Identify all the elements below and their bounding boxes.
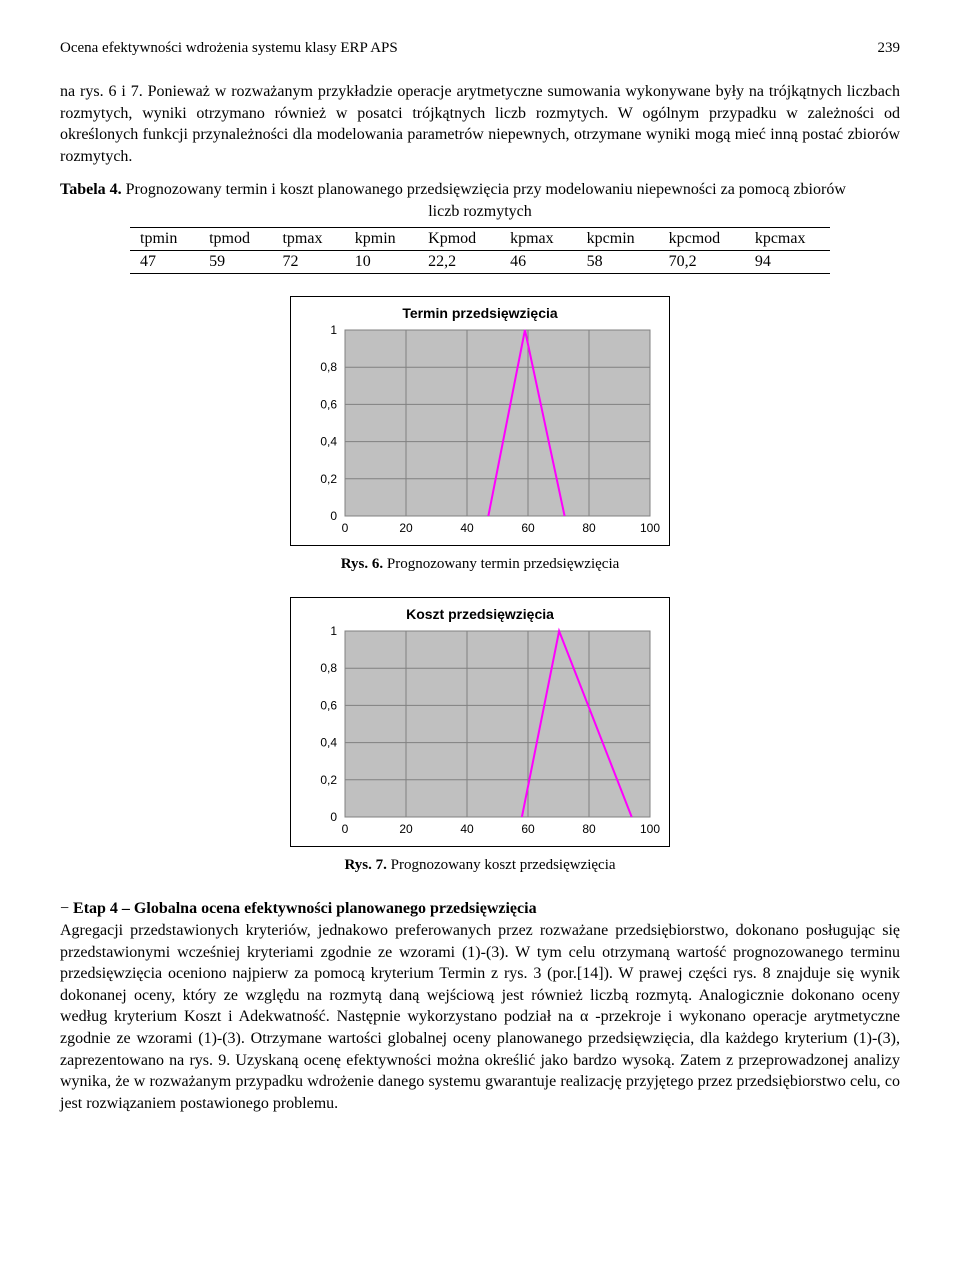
svg-text:1: 1: [330, 323, 337, 337]
figure7-caption-text: Prognozowany koszt przedsięwzięcia: [387, 857, 616, 873]
table4-caption-line2: liczb rozmytych: [60, 203, 900, 221]
table-cell: 58: [577, 251, 659, 274]
svg-text:80: 80: [582, 521, 596, 535]
table-cell: 46: [500, 251, 577, 274]
svg-text:20: 20: [399, 521, 413, 535]
etap4-heading: Etap 4 – Globalna ocena efektywności pla…: [73, 900, 537, 917]
table4-col: kpcmod: [659, 228, 745, 251]
svg-text:40: 40: [460, 521, 474, 535]
svg-text:0: 0: [342, 521, 349, 535]
page-number: 239: [878, 40, 901, 57]
svg-text:0: 0: [342, 822, 349, 836]
figure6-caption-text: Prognozowany termin przedsięwzięcia: [383, 556, 619, 572]
svg-text:1: 1: [330, 624, 337, 638]
chart2-wrap: Koszt przedsięwzięcia 0 20 40 60 80 100 0 0,2 0,4…: [60, 597, 900, 874]
table4-col: kpcmin: [577, 228, 659, 251]
table-row: 4759721022,2465870,294: [130, 251, 830, 274]
chart1: Termin przedsięwzięcia 0 20 40 60 80 100 0 0,2 0,…: [290, 296, 670, 546]
svg-text:60: 60: [521, 822, 535, 836]
svg-text:40: 40: [460, 822, 474, 836]
svg-text:60: 60: [521, 521, 535, 535]
table4-col: kpmin: [345, 228, 418, 251]
figure7-caption: Rys. 7. Prognozowany koszt przedsięwzięc…: [344, 857, 615, 874]
svg-text:20: 20: [399, 822, 413, 836]
table4-header-row: tpmintpmodtpmaxkpminKpmodkpmaxkpcminkpcm…: [130, 228, 830, 251]
svg-text:100: 100: [640, 822, 660, 836]
figure6-caption: Rys. 6. Prognozowany termin przedsięwzię…: [341, 556, 620, 573]
svg-text:0: 0: [330, 810, 337, 824]
table4: tpmintpmodtpmaxkpminKpmodkpmaxkpcminkpcm…: [130, 227, 830, 274]
table4-col: tpmax: [272, 228, 344, 251]
svg-text:100: 100: [640, 521, 660, 535]
table-cell: 70,2: [659, 251, 745, 274]
figure7-label: Rys. 7.: [344, 857, 386, 873]
table4-col: tpmin: [130, 228, 199, 251]
chart1-wrap: Termin przedsięwzięcia 0 20 40 60 80 100 0 0,2 0,…: [60, 296, 900, 573]
svg-text:0,6: 0,6: [320, 699, 337, 713]
svg-text:0,8: 0,8: [320, 662, 337, 676]
table-cell: 94: [745, 251, 830, 274]
etap4-dash: −: [60, 900, 73, 917]
table4-caption: Tabela 4. Prognozowany termin i koszt pl…: [60, 181, 900, 199]
etap4-paragraph: − Etap 4 – Globalna ocena efektywności p…: [60, 898, 900, 1114]
table-cell: 47: [130, 251, 199, 274]
table4-caption-text: Prognozowany termin i koszt planowanego …: [122, 181, 846, 198]
running-title: Ocena efektywności wdrożenia systemu kla…: [60, 40, 398, 57]
table4-col: kpmax: [500, 228, 577, 251]
svg-text:0,2: 0,2: [320, 472, 337, 486]
svg-text:0,8: 0,8: [320, 361, 337, 375]
table-cell: 22,2: [418, 251, 500, 274]
svg-text:0,2: 0,2: [320, 773, 337, 787]
table-cell: 10: [345, 251, 418, 274]
svg-text:0,4: 0,4: [320, 736, 337, 750]
svg-text:0,4: 0,4: [320, 435, 337, 449]
table4-col: tpmod: [199, 228, 272, 251]
svg-text:0,6: 0,6: [320, 398, 337, 412]
table4-col: kpcmax: [745, 228, 830, 251]
svg-text:80: 80: [582, 822, 596, 836]
table-cell: 59: [199, 251, 272, 274]
running-header: Ocena efektywności wdrożenia systemu kla…: [60, 40, 900, 57]
table4-col: Kpmod: [418, 228, 500, 251]
table-cell: 72: [272, 251, 344, 274]
figure6-label: Rys. 6.: [341, 556, 383, 572]
svg-text:Koszt przedsięwzięcia: Koszt przedsięwzięcia: [406, 606, 554, 622]
svg-text:0: 0: [330, 509, 337, 523]
paragraph-intro: na rys. 6 i 7. Ponieważ w rozważanym prz…: [60, 81, 900, 167]
table4-label: Tabela 4.: [60, 181, 122, 198]
chart2: Koszt przedsięwzięcia 0 20 40 60 80 100 0 0,2 0,4…: [290, 597, 670, 847]
svg-text:Termin przedsięwzięcia: Termin przedsięwzięcia: [402, 305, 558, 321]
